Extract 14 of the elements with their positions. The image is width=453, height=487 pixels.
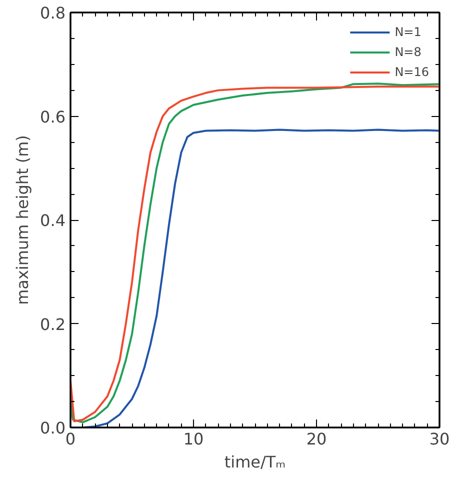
x-tick-label: 10 xyxy=(183,430,204,448)
legend-label: N=16 xyxy=(394,65,429,79)
y-tick-label: 0.6 xyxy=(40,107,66,126)
y-tick-label: 0.2 xyxy=(40,314,66,334)
y-tick-label: 0.8 xyxy=(40,4,66,22)
y-axis-title: maximum height (m) xyxy=(13,135,32,305)
y-tick-label: 0.0 xyxy=(40,418,66,438)
legend-label: N=8 xyxy=(394,45,422,59)
legend-label: N=1 xyxy=(394,25,422,39)
x-axis-title: time/Tₘ xyxy=(224,452,286,472)
x-tick-label: 30 xyxy=(429,430,450,448)
x-tick-label: 0 xyxy=(65,430,76,448)
x-tick-label: 20 xyxy=(306,430,327,448)
y-tick-label: 0.4 xyxy=(40,211,66,230)
